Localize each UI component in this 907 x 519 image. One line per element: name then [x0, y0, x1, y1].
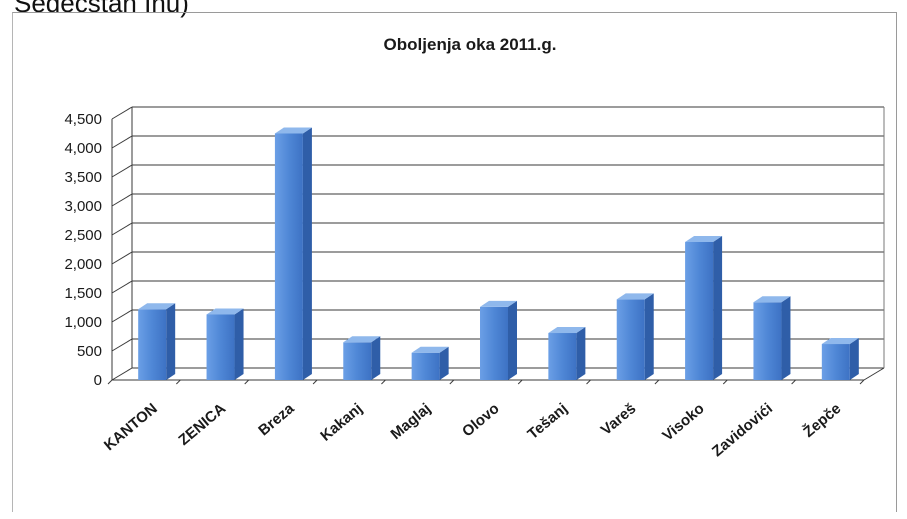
bar-side — [713, 235, 723, 380]
bar-top — [138, 303, 176, 310]
bar-top — [411, 346, 449, 353]
x-tick-label: Maglaj — [388, 400, 435, 443]
gridline-diagonal — [111, 367, 133, 381]
x-tick-label: Vareš — [598, 400, 640, 439]
bar — [206, 308, 244, 380]
x-tick-label: Breza — [255, 400, 298, 440]
x-tick-label: Žepče — [800, 399, 845, 441]
gridline-diagonal — [111, 164, 133, 178]
bar — [274, 127, 312, 380]
bar — [411, 346, 449, 380]
bar-front — [206, 314, 235, 380]
y-tick-label: 4,500 — [64, 111, 102, 128]
bar-side — [439, 346, 449, 380]
bar-front — [274, 133, 303, 380]
bar-front — [480, 306, 508, 380]
x-tick-mark — [586, 379, 591, 385]
bar-side — [234, 308, 244, 380]
bar-side — [781, 296, 791, 380]
x-tick-mark — [859, 379, 865, 385]
gridline-diagonal — [111, 338, 133, 352]
y-tick-label: 4,000 — [64, 140, 102, 157]
x-tick-label: Visoko — [659, 400, 707, 444]
bar-front — [821, 344, 850, 380]
bar-front — [343, 342, 372, 380]
bar-front — [616, 299, 645, 380]
bar-top — [206, 308, 244, 315]
x-tick-mark — [517, 379, 523, 385]
top-text-fragment: Sedecstan Inu) — [14, 0, 189, 18]
bar-side — [508, 300, 517, 380]
bar-side — [371, 336, 381, 380]
bars — [138, 127, 859, 380]
gridline-diagonal — [111, 193, 133, 207]
gridline-diagonal — [111, 309, 133, 323]
bar-side — [166, 303, 176, 380]
bar-side — [576, 327, 586, 380]
bar-side — [644, 293, 654, 380]
bar-top — [480, 300, 517, 307]
gridline-diagonal — [111, 106, 133, 120]
x-tick-mark — [244, 379, 250, 385]
bar-front — [411, 352, 440, 380]
bar-top — [548, 327, 586, 334]
bar-top — [343, 336, 381, 343]
bar-side — [302, 127, 312, 380]
y-tick-label: 1,000 — [64, 314, 102, 331]
bar-top — [616, 293, 654, 300]
bar-front — [138, 309, 167, 380]
bar — [480, 300, 517, 380]
x-tick-mark — [449, 379, 455, 385]
bar — [753, 296, 791, 380]
bar-top — [685, 235, 723, 242]
y-axis-ticks: 0 500 1,000 1,500 2,000 2,500 3,000 3,500 4,000 4… — [64, 111, 102, 389]
y-tick-label: 3,500 — [64, 169, 102, 186]
bar — [548, 327, 586, 380]
x-tick-mark — [722, 379, 728, 385]
gridline-diagonal — [111, 135, 133, 149]
bar — [616, 293, 654, 380]
bar-top — [821, 338, 859, 345]
x-tick-mark — [654, 379, 660, 385]
gridline-diagonal — [111, 251, 133, 265]
bar-side — [849, 338, 859, 380]
x-tick-label: Kakanj — [317, 400, 366, 445]
x-tick-label: Tešanj — [524, 400, 570, 443]
bar — [685, 235, 723, 380]
gridline-diagonal — [111, 280, 133, 294]
bar-top — [753, 296, 791, 303]
bar-top — [274, 127, 312, 134]
y-tick-label: 500 — [77, 343, 102, 360]
x-tick-mark — [312, 379, 318, 385]
x-tick-label: Olovo — [459, 400, 502, 440]
x-axis-ticks: KANTON ZENICA Breza Kakanj Maglaj Olovo Tešanj… — [101, 399, 845, 460]
bar-front — [753, 302, 782, 380]
x-tick-mark — [107, 379, 113, 385]
bar-front — [548, 333, 577, 380]
y-tick-label: 0 — [94, 372, 102, 389]
x-tick-label: Zavidovići — [709, 400, 776, 460]
bar — [138, 303, 176, 380]
floor-right-edge — [863, 367, 885, 381]
y-tick-label: 2,000 — [64, 256, 102, 273]
bar — [343, 336, 381, 380]
bar — [821, 338, 859, 380]
x-tick-label: KANTON — [101, 400, 161, 454]
bar-front — [685, 241, 714, 380]
y-tick-label: 3,000 — [64, 198, 102, 215]
x-tick-label: ZENICA — [175, 400, 229, 449]
chart-frame — [12, 12, 897, 512]
y-tick-label: 2,500 — [64, 227, 102, 244]
y-tick-label: 1,500 — [64, 285, 102, 302]
chart-title: Oboljenja oka 2011.g. — [384, 35, 557, 54]
gridline-diagonal — [111, 222, 133, 236]
x-tick-mark — [176, 379, 181, 385]
x-tick-mark — [791, 379, 796, 385]
x-tick-mark — [381, 379, 386, 385]
